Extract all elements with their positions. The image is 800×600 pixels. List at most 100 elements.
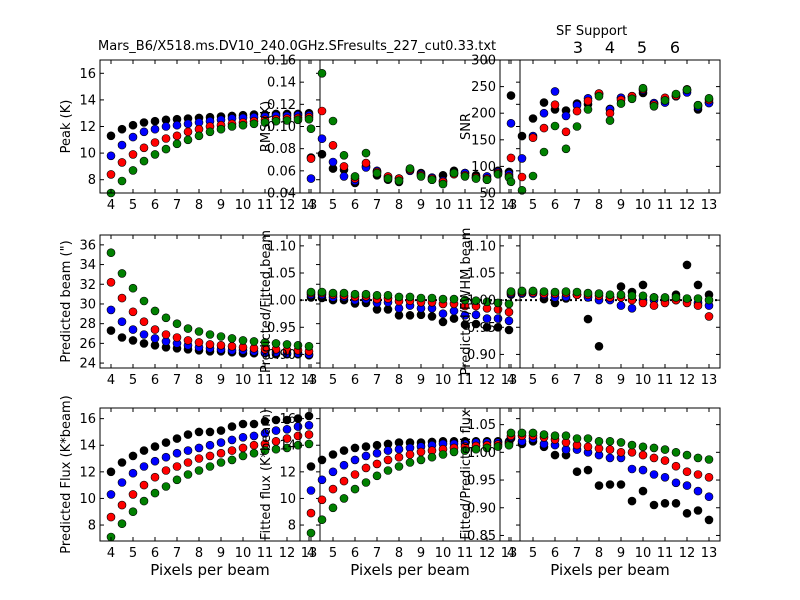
series-sf-3: [306, 436, 514, 471]
data-point: [106, 326, 116, 335]
y-tick-label: 0.04: [267, 187, 296, 202]
data-point: [682, 85, 692, 95]
x-axis-label: Pixels per beam: [350, 561, 470, 579]
y-tick-label: 1.05: [267, 267, 296, 282]
series-sf-5: [506, 85, 714, 182]
x-tick-label: 12: [279, 373, 296, 388]
x-tick-label: 12: [679, 198, 696, 213]
legend-entry-5: 5: [637, 38, 647, 57]
data-point: [438, 450, 448, 459]
data-point: [660, 456, 670, 465]
panel-predicted-fwhm-beam: 4 5 6 7 8 9 10 11 12 13 0.90 0.95 1.00 1.05 1.10Predic…: [459, 228, 721, 388]
data-point: [106, 305, 116, 315]
series-sf-6: [506, 428, 714, 464]
x-tick-label: 7: [373, 373, 381, 388]
data-point: [572, 434, 582, 443]
data-point: [372, 459, 382, 469]
data-point: [605, 290, 615, 300]
axes-frame: [99, 407, 321, 542]
x-tick-label: 6: [351, 373, 359, 388]
data-point: [616, 282, 626, 291]
data-point: [183, 127, 193, 137]
data-point: [117, 478, 127, 487]
data-point: [238, 419, 248, 429]
data-point: [328, 288, 338, 298]
x-tick-label: 7: [573, 373, 581, 388]
x-tick-label: 10: [435, 373, 452, 388]
data-point: [394, 292, 404, 302]
data-point: [528, 133, 538, 142]
series-sf-6: [106, 439, 314, 542]
y-tick-label: 26: [79, 337, 96, 352]
data-point: [383, 305, 393, 314]
y-axis-label: Fitted/Predicted flux: [459, 409, 474, 540]
data-point: [427, 293, 437, 303]
x-tick-label: 7: [173, 198, 181, 213]
series-sf-3: [506, 260, 714, 351]
data-point: [438, 317, 448, 327]
data-point: [583, 105, 593, 114]
data-point: [517, 131, 527, 141]
data-point: [649, 443, 659, 453]
data-point: [671, 447, 681, 457]
axes-frame: [499, 407, 721, 542]
data-point: [161, 330, 171, 339]
x-tick-label: 4: [507, 546, 515, 561]
data-point: [139, 296, 149, 306]
data-point: [128, 307, 138, 317]
series-sf-6: [106, 248, 314, 351]
data-point: [471, 296, 481, 306]
x-tick-label: 9: [217, 546, 225, 561]
data-point: [139, 317, 149, 327]
x-tick-label: 12: [679, 373, 696, 388]
data-point: [682, 294, 692, 303]
data-point: [704, 472, 714, 482]
data-point: [649, 293, 659, 302]
x-tick-label: 10: [235, 198, 252, 213]
data-point: [317, 287, 327, 297]
y-tick-label: 12: [279, 465, 296, 480]
data-point: [460, 446, 470, 455]
data-point: [172, 434, 182, 443]
data-point: [594, 91, 604, 101]
data-point: [471, 174, 481, 183]
data-point: [594, 436, 604, 446]
data-point: [550, 87, 560, 96]
data-point: [383, 290, 393, 300]
data-point: [693, 294, 703, 303]
data-point: [339, 288, 349, 298]
data-point: [449, 306, 459, 316]
series-sf-6: [506, 83, 714, 195]
x-tick-label: 9: [617, 198, 625, 213]
data-point: [128, 166, 138, 175]
x-tick-label: 9: [617, 373, 625, 388]
data-point: [304, 341, 314, 351]
data-point: [328, 141, 338, 150]
x-tick-label: 11: [457, 373, 474, 388]
legend-entry-4: 4: [605, 38, 615, 57]
data-point: [449, 168, 459, 178]
data-point: [504, 307, 514, 317]
data-point: [594, 289, 604, 298]
data-point: [405, 450, 415, 459]
data-point: [383, 455, 393, 465]
data-point: [339, 162, 349, 171]
data-point: [139, 127, 149, 137]
data-point: [506, 153, 516, 163]
legend-entry-3: 3: [573, 38, 583, 57]
y-tick-label: 1.05: [467, 418, 496, 433]
data-point: [605, 453, 615, 463]
y-tick-label: 0.95: [267, 321, 296, 336]
data-point: [660, 96, 670, 105]
data-point: [172, 462, 182, 471]
data-point: [150, 325, 160, 334]
x-tick-label: 5: [529, 198, 537, 213]
y-tick-label: 250: [471, 80, 496, 95]
y-tick-label: 30: [79, 297, 96, 312]
data-point: [350, 470, 360, 479]
series-sf-6: [506, 286, 714, 305]
data-point: [550, 287, 560, 297]
data-point: [328, 450, 338, 459]
